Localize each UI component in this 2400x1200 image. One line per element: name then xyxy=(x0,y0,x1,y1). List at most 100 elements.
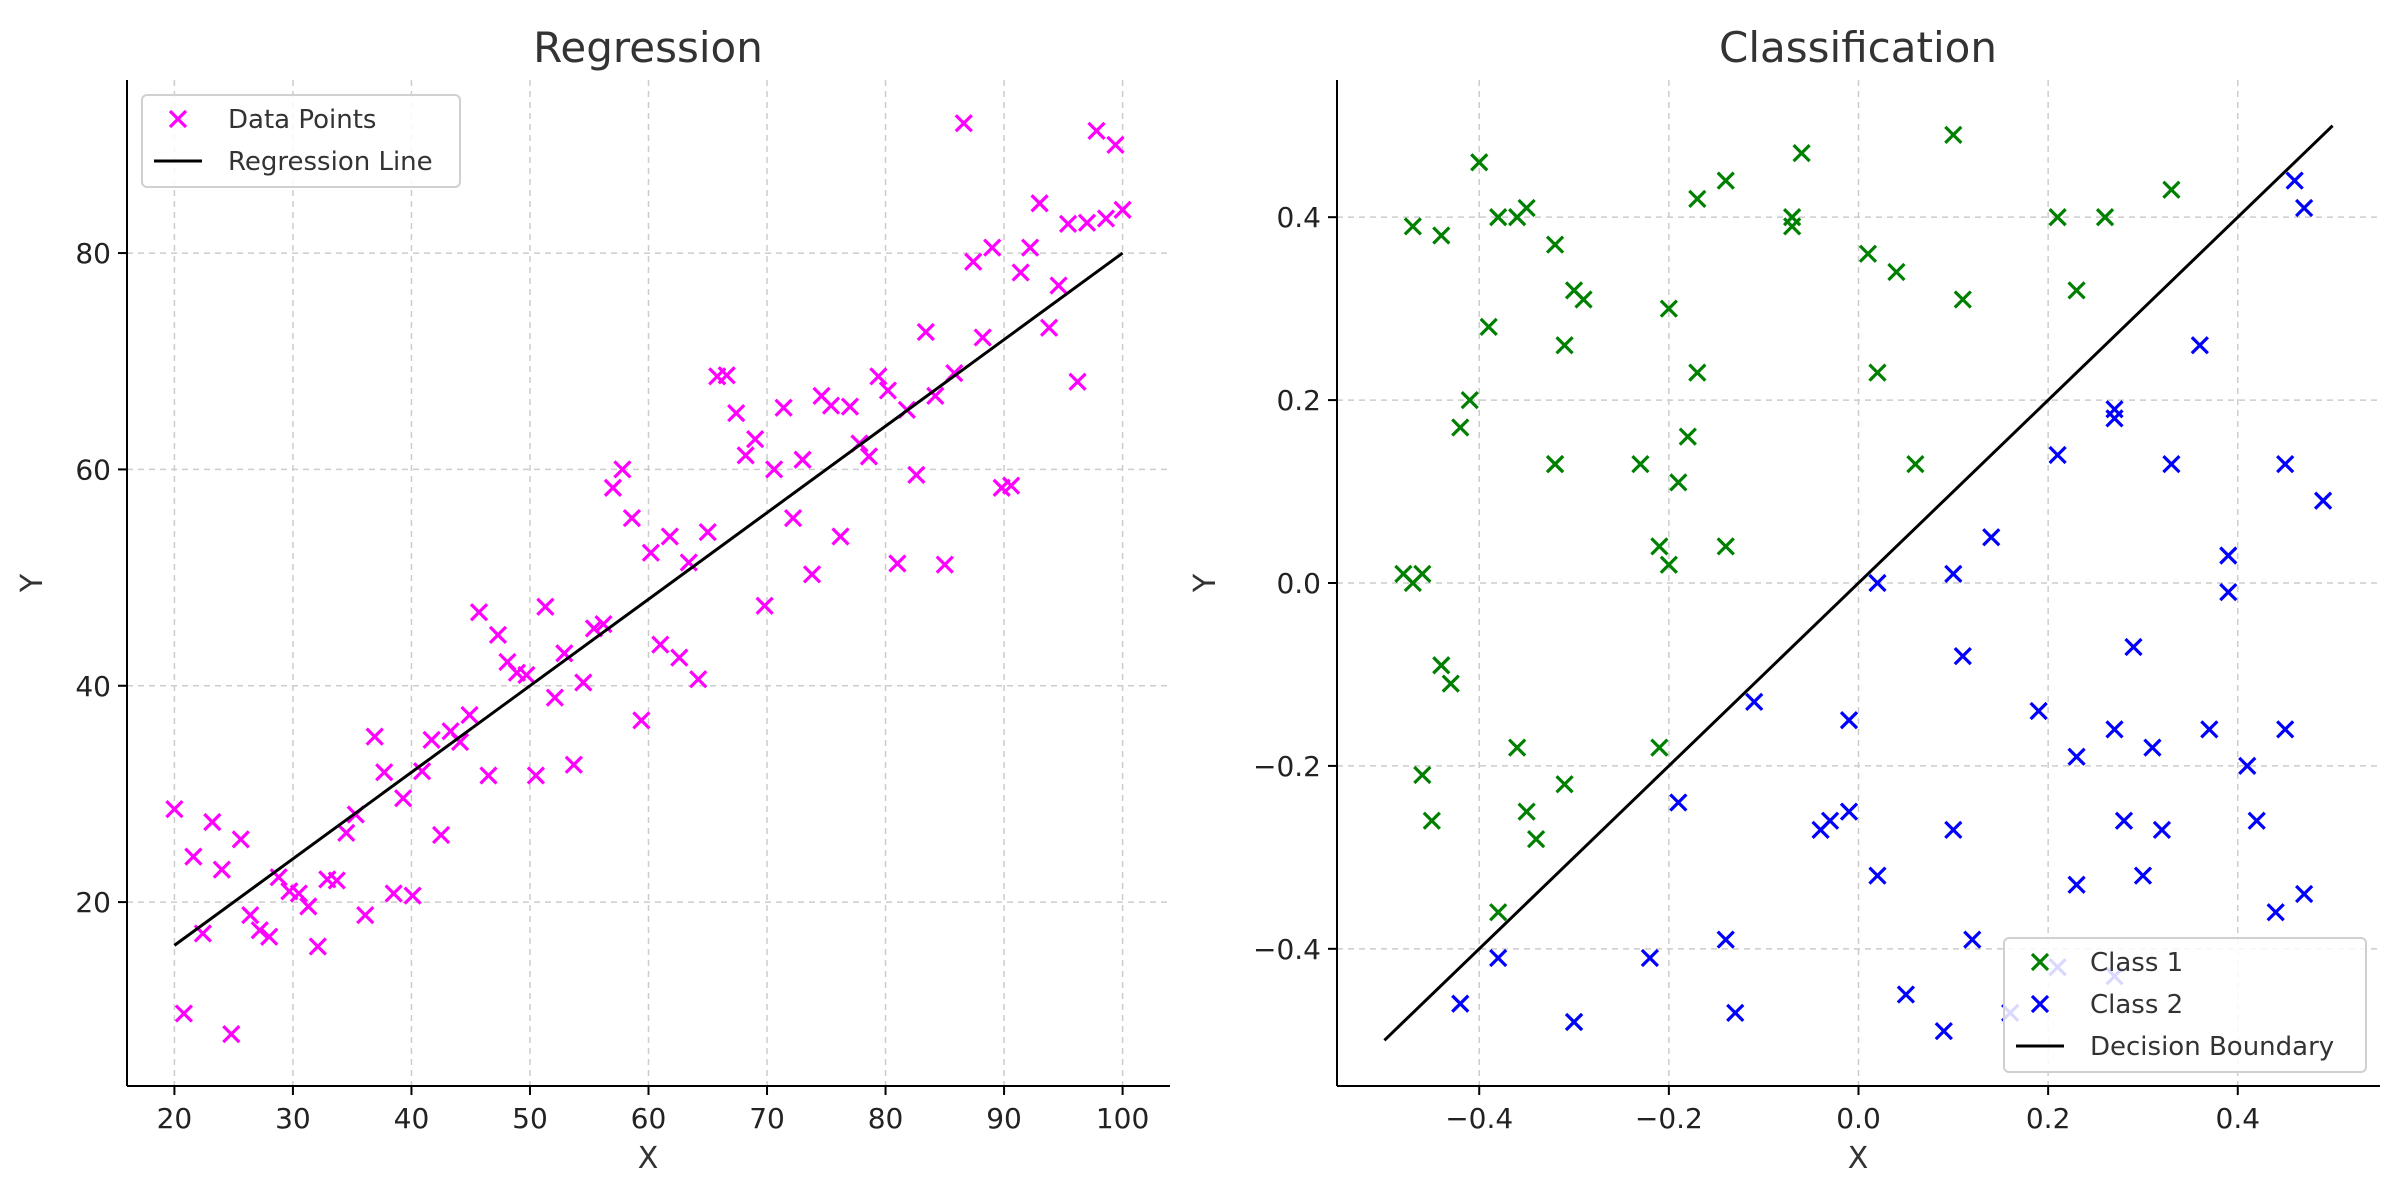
classification-decision-boundary xyxy=(1383,124,2334,1042)
classification-point xyxy=(2219,546,2238,565)
regression-point xyxy=(935,555,954,574)
classification-x-tick-label: 0.0 xyxy=(1836,1102,1881,1135)
classification-point xyxy=(1716,930,1735,949)
regression-point xyxy=(660,527,679,546)
regression-point xyxy=(878,381,898,400)
regression-point xyxy=(403,886,422,905)
regression-point xyxy=(545,688,564,707)
classification-point xyxy=(1413,564,1432,583)
regression-point xyxy=(526,766,546,785)
regression-point xyxy=(774,398,793,417)
regression-point xyxy=(821,396,841,415)
regression-point xyxy=(394,789,413,808)
regression-point xyxy=(564,755,583,774)
regression-point xyxy=(622,508,642,528)
regression-point xyxy=(289,884,308,903)
classification-point xyxy=(2313,491,2333,510)
regression-point xyxy=(184,847,203,866)
classification-point xyxy=(2190,336,2209,355)
regression-point xyxy=(574,673,593,692)
regression-point xyxy=(603,478,623,497)
regression-point xyxy=(755,596,774,615)
classification-point xyxy=(2162,454,2181,474)
classification-point xyxy=(2067,747,2086,766)
regression-point xyxy=(632,711,651,730)
regression-point xyxy=(613,460,632,479)
classification-point xyxy=(2266,903,2285,922)
regression-x-tick-label: 30 xyxy=(275,1102,311,1135)
classification-x-tick-label: 0.2 xyxy=(2026,1102,2071,1135)
regression-point xyxy=(783,508,803,528)
regression-point xyxy=(983,238,1002,257)
regression-x-tick-label: 70 xyxy=(749,1102,785,1135)
regression-x-label: X xyxy=(638,1141,659,1176)
regression-title: Regression xyxy=(533,23,763,72)
classification-point xyxy=(1545,235,1565,254)
regression-point xyxy=(1030,194,1049,213)
regression-y-label: Y xyxy=(15,573,50,593)
regression-point xyxy=(859,447,879,466)
regression-point xyxy=(431,825,451,845)
regression-regression-line xyxy=(173,251,1124,947)
classification-point xyxy=(1688,189,1707,209)
classification-point xyxy=(1953,647,1972,666)
classification-y-tick-label: −0.2 xyxy=(1253,750,1321,783)
classification-point xyxy=(2067,281,2086,300)
classification-point xyxy=(1678,427,1697,446)
regression-point xyxy=(1087,121,1106,140)
classification-point xyxy=(1906,454,1925,474)
regression-point xyxy=(375,763,394,782)
classification-x-tick-label: 0.4 xyxy=(2216,1102,2261,1135)
classification-y-tick-label: 0.0 xyxy=(1276,567,1321,600)
classification-point xyxy=(1564,1012,1584,1032)
regression-point xyxy=(840,397,860,416)
regression-legend-marker-key xyxy=(168,109,188,129)
classification-point xyxy=(1982,528,2001,547)
regression-point xyxy=(165,799,184,819)
regression-point xyxy=(1058,214,1078,234)
classification-series-class-2 xyxy=(1451,171,2333,1041)
regression-point xyxy=(964,252,983,271)
classification-point xyxy=(1545,454,1565,474)
classification-series-class-1 xyxy=(1394,125,2181,1032)
classification-point xyxy=(1432,226,1451,245)
regression-point xyxy=(203,812,222,832)
classification-point xyxy=(1944,820,1963,840)
regression-point xyxy=(450,732,470,752)
regression-point xyxy=(679,553,698,572)
classification-legend-marker-key xyxy=(2030,994,2050,1014)
regression-point xyxy=(831,527,850,546)
classification-point xyxy=(1792,144,1811,163)
classification-point xyxy=(1868,866,1887,885)
regression-point xyxy=(469,603,489,622)
regression-point xyxy=(422,730,441,749)
regression-legend-frame xyxy=(141,94,461,188)
regression-y-tick-label: 40 xyxy=(75,670,111,703)
classification-point xyxy=(2219,583,2238,602)
regression-point xyxy=(356,905,375,925)
classification-point xyxy=(2067,875,2086,894)
regression-x-tick-label: 20 xyxy=(157,1102,193,1135)
regression-legend-label: Regression Line xyxy=(228,147,433,177)
regression-point xyxy=(308,937,327,956)
regression-point xyxy=(555,644,574,663)
classification-point xyxy=(1868,573,1887,593)
classification-legend-label: Class 1 xyxy=(2090,948,2183,978)
regression-x-tick-label: 90 xyxy=(986,1102,1022,1135)
regression-point xyxy=(1106,135,1125,155)
classification-point xyxy=(1839,802,1859,821)
regression-point xyxy=(793,450,812,469)
classification-point xyxy=(1782,217,1802,236)
regression-point xyxy=(337,823,356,843)
regression-point xyxy=(641,543,661,562)
classification-panel: −0.4 −0.2 0.0 0.2 0.4 −0.4 −0.2 0.0 0.2 0.4 Classi… xyxy=(1188,23,2380,1176)
regression-point xyxy=(973,328,992,347)
classification-point xyxy=(2095,208,2115,227)
classification-point xyxy=(1669,473,1688,492)
regression-point xyxy=(907,465,926,484)
classification-point xyxy=(1508,738,1527,757)
classification-point xyxy=(1451,994,1470,1013)
regression-point xyxy=(1068,372,1087,391)
classification-legend-label: Decision Boundary xyxy=(2090,1032,2334,1062)
